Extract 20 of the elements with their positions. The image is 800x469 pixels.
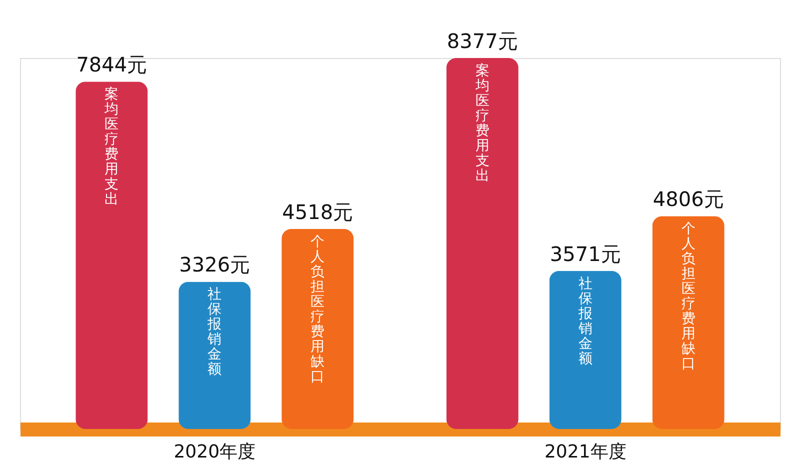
- text: 社保报销金额: [578, 276, 592, 367]
- bar: [549, 270, 622, 429]
- text: 个人负担医疗费用缺口: [310, 234, 325, 385]
- text: 案均医疗费用支出: [475, 63, 490, 184]
- bar: [652, 216, 724, 429]
- bar: [282, 228, 354, 429]
- text: 个人负担医疗费用缺口: [681, 221, 696, 372]
- bar: [446, 58, 518, 429]
- data-label: 4518元: [282, 200, 354, 224]
- bar: [76, 82, 148, 429]
- x-tick-label: 2021年度: [544, 442, 626, 462]
- x-tick-label: 2020年度: [174, 442, 256, 462]
- bar: [178, 282, 251, 429]
- data-label: 8377元: [446, 29, 518, 53]
- series-label: 社保报销金额: [206, 286, 222, 378]
- data-label: 4806元: [652, 187, 724, 212]
- series-label: 案均医疗费用支出: [104, 86, 119, 208]
- data-label: 3326元: [179, 252, 250, 277]
- data-label: 7844元: [76, 52, 148, 77]
- data-label: 3571元: [550, 242, 621, 266]
